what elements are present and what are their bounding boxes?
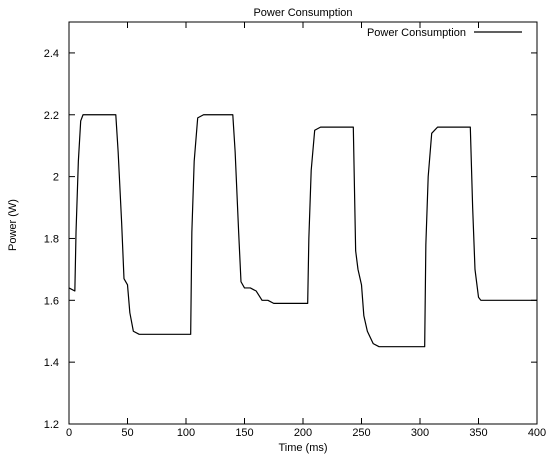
y-tick-label: 1.6 — [44, 295, 59, 307]
x-tick-label: 400 — [528, 427, 546, 439]
x-tick-label: 350 — [469, 427, 487, 439]
x-tick-label: 300 — [411, 427, 429, 439]
y-tick-label: 1.2 — [44, 419, 59, 431]
x-tick-label: 250 — [352, 427, 370, 439]
y-tick-label: 2.2 — [44, 110, 59, 122]
y-tick-label: 2 — [53, 172, 59, 184]
x-tick-label: 0 — [66, 427, 72, 439]
y-tick-label: 1.8 — [44, 233, 59, 245]
chart-title: Power Consumption — [253, 7, 352, 19]
y-axis-label: Power (W) — [7, 199, 19, 251]
series-line-0 — [68, 114, 537, 348]
y-tick-label: 2.4 — [44, 48, 59, 60]
x-tick-label: 150 — [235, 427, 253, 439]
x-tick-label: 100 — [177, 427, 195, 439]
x-axis-label: Time (ms) — [278, 442, 327, 454]
y-tick-label: 1.4 — [44, 357, 59, 369]
legend-label: Power Consumption — [367, 27, 466, 39]
x-tick-label: 50 — [121, 427, 133, 439]
x-tick-label: 200 — [294, 427, 312, 439]
plot-frame — [68, 21, 538, 425]
